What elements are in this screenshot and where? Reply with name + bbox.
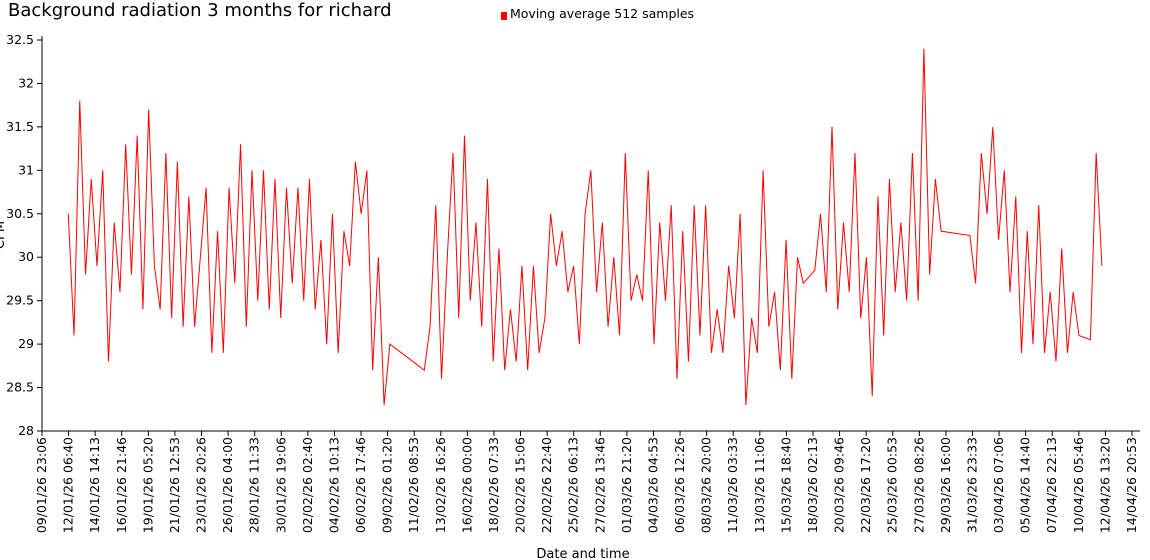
x-tick-label: 16/01/26 21:46 [114, 437, 129, 533]
legend-label: Moving average 512 samples [510, 6, 694, 21]
y-tick-label: 32.5 [6, 32, 34, 47]
x-tick-label: 11/02/26 08:53 [406, 437, 421, 533]
x-tick-label: 04/03/26 04:53 [645, 437, 660, 533]
legend-swatch [501, 12, 507, 20]
x-tick-label: 08/03/26 20:00 [699, 437, 714, 533]
x-tick-label: 06/03/26 12:26 [672, 437, 687, 533]
x-tick-label: 10/04/26 05:46 [1071, 437, 1086, 533]
y-axis-label: CPM [0, 221, 8, 249]
x-tick-label: 14/04/26 20:53 [1124, 437, 1139, 533]
x-tick-label: 03/04/26 07:06 [991, 437, 1006, 533]
x-tick-label: 04/02/26 10:13 [326, 437, 341, 533]
x-tick-label: 16/02/26 00:00 [459, 437, 474, 533]
data-line [67, 48, 1103, 405]
x-tick-label: 22/02/26 22:40 [539, 437, 554, 533]
y-tick-label: 29 [18, 336, 34, 351]
x-tick-label: 18/03/26 02:13 [805, 437, 820, 533]
x-tick-label: 01/03/26 21:20 [619, 437, 634, 533]
x-tick-label: 23/01/26 20:26 [194, 437, 209, 533]
y-tick-label: 30 [18, 249, 34, 264]
y-tick-label: 30.5 [6, 206, 34, 221]
x-tick-label: 15/03/26 18:40 [778, 437, 793, 533]
x-tick-label: 27/02/26 13:46 [592, 437, 607, 533]
x-tick-label: 13/03/26 11:06 [752, 437, 767, 533]
x-tick-label: 25/02/26 06:13 [566, 437, 581, 533]
x-tick-label: 28/01/26 11:33 [247, 437, 262, 533]
x-tick-label: 09/01/26 23:06 [34, 437, 49, 533]
x-tick-label: 19/01/26 05:20 [140, 437, 155, 533]
x-tick-label: 29/03/26 16:00 [938, 437, 953, 533]
y-tick-label: 28 [18, 423, 34, 438]
x-tick-label: 07/04/26 22:13 [1044, 437, 1059, 533]
x-tick-label: 06/02/26 17:46 [353, 437, 368, 533]
x-tick-label: 20/03/26 09:46 [832, 437, 847, 533]
x-tick-label: 14/01/26 14:13 [87, 437, 102, 533]
x-tick-label: 27/03/26 08:26 [911, 437, 926, 533]
x-tick-label: 11/03/26 03:33 [725, 437, 740, 533]
x-tick-label: 02/02/26 02:40 [300, 437, 315, 533]
y-tick-label: 31.5 [6, 119, 34, 134]
x-tick-label: 22/03/26 17:20 [858, 437, 873, 533]
x-tick-label: 21/01/26 12:53 [167, 437, 182, 533]
y-tick-label: 28.5 [6, 380, 34, 395]
y-tick-label: 31 [18, 162, 34, 177]
x-tick-label: 13/02/26 16:26 [433, 437, 448, 533]
x-tick-label: 12/04/26 13:20 [1097, 437, 1112, 533]
x-tick-label: 31/03/26 23:33 [964, 437, 979, 533]
x-tick-label: 12/01/26 06:40 [61, 437, 76, 533]
x-tick-label: 09/02/26 01:20 [380, 437, 395, 533]
chart-title: Background radiation 3 months for richar… [8, 0, 392, 21]
x-tick-label: 05/04/26 14:40 [1018, 437, 1033, 533]
y-tick-label: 32 [18, 75, 34, 90]
x-tick-label: 18/02/26 07:33 [486, 437, 501, 533]
y-tick-label: 29.5 [6, 293, 34, 308]
x-tick-label: 30/01/26 19:06 [273, 437, 288, 533]
x-tick-label: 25/03/26 00:53 [885, 437, 900, 533]
x-tick-label: 20/02/26 15:06 [513, 437, 528, 533]
x-axis-label: Date and time [536, 547, 629, 560]
x-tick-label: 26/01/26 04:00 [220, 437, 235, 533]
